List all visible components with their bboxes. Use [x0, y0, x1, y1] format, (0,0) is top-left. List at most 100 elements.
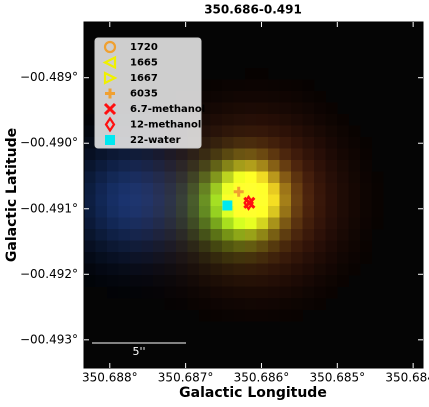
- image-pixel: [153, 183, 165, 195]
- image-pixel: [325, 240, 338, 253]
- image-pixel: [199, 183, 211, 195]
- plot-frame: [83, 21, 424, 369]
- image-pixel: [268, 137, 280, 149]
- image-pixel: [84, 171, 96, 184]
- image-pixel: [337, 194, 349, 207]
- image-pixel: [210, 263, 223, 276]
- image-pixel: [153, 148, 165, 161]
- image-pixel: [268, 229, 280, 241]
- image-pixel: [95, 194, 108, 207]
- image-pixel: [325, 160, 338, 172]
- image-pixel: [360, 229, 372, 241]
- image-pixel: [84, 125, 96, 138]
- image-pixel: [337, 263, 349, 276]
- image-pixel: [233, 79, 246, 92]
- image-pixel: [314, 125, 326, 138]
- image-pixel: [199, 102, 211, 115]
- image-pixel: [130, 252, 142, 264]
- image-pixel: [348, 194, 361, 207]
- image-pixel: [314, 137, 326, 149]
- image-pixel: [360, 160, 372, 172]
- legend: 1720 1665 1667 6035 6.7-methanol 12-methanol 2…: [94, 37, 205, 149]
- image-pixel: [302, 286, 315, 299]
- marker: [103, 71, 118, 85]
- image-pixel: [245, 263, 257, 276]
- image-pixel: [268, 160, 280, 172]
- image-pixel: [360, 206, 372, 218]
- image-pixel: [210, 206, 223, 218]
- x-tick-label: 350.688°: [82, 371, 138, 385]
- marker: [233, 186, 244, 197]
- image-pixel: [141, 217, 154, 230]
- image-pixel: [268, 263, 280, 276]
- image-pixel: [176, 206, 188, 218]
- image-pixel: [268, 79, 280, 92]
- image-pixel: [210, 252, 223, 264]
- image-pixel: [291, 91, 303, 103]
- image-pixel: [164, 229, 177, 241]
- image-pixel: [118, 183, 131, 195]
- image-pixel: [314, 114, 326, 126]
- chart-title: 350.686-0.491: [204, 3, 302, 17]
- marker: [222, 200, 233, 211]
- image-pixel: [291, 114, 303, 126]
- image-pixel: [337, 171, 349, 184]
- legend-label: 1667: [130, 73, 158, 84]
- image-pixel: [118, 240, 131, 253]
- image-pixel: [302, 160, 315, 172]
- image-pixel: [245, 298, 257, 310]
- image-pixel: [291, 286, 303, 299]
- marker: [104, 116, 116, 133]
- image-pixel: [348, 125, 361, 138]
- image-pixel: [337, 137, 349, 149]
- image-pixel: [210, 125, 223, 138]
- image-pixel: [118, 275, 131, 287]
- image-pixel: [233, 160, 246, 172]
- image-pixel: [302, 217, 315, 230]
- image-pixel: [279, 79, 292, 92]
- image-pixel: [314, 240, 326, 253]
- image-pixel: [130, 229, 142, 241]
- x-tick-label: 350.687°: [158, 371, 214, 385]
- image-pixel: [314, 102, 326, 115]
- image-pixel: [302, 206, 315, 218]
- image-pixel: [325, 114, 338, 126]
- image-pixel: [222, 229, 234, 241]
- image-pixel: [141, 206, 154, 218]
- image-pixel: [210, 137, 223, 149]
- image-pixel: [360, 148, 372, 161]
- image-pixel: [210, 183, 223, 195]
- image-pixel: [268, 298, 280, 310]
- image-pixel: [268, 275, 280, 287]
- image-pixel: [325, 217, 338, 230]
- image-pixel: [291, 252, 303, 264]
- x-axis-label: Galactic Longitude: [179, 385, 327, 401]
- image-pixel: [141, 229, 154, 241]
- image-pixel: [210, 298, 223, 310]
- image-pixel: [176, 171, 188, 184]
- image-pixel: [164, 206, 177, 218]
- image-pixel: [187, 275, 200, 287]
- image-pixel: [279, 263, 292, 276]
- image-pixel: [348, 229, 361, 241]
- image-pixel: [141, 194, 154, 207]
- image-pixel: [153, 194, 165, 207]
- image-pixel: [222, 79, 234, 92]
- image-pixel: [84, 148, 96, 161]
- image-pixel: [164, 298, 177, 310]
- image-pixel: [268, 217, 280, 230]
- image-pixel: [314, 194, 326, 207]
- image-pixel: [371, 171, 384, 184]
- image-pixel: [302, 194, 315, 207]
- image-pixel: [118, 263, 131, 276]
- image-pixel: [348, 171, 361, 184]
- image-pixel: [210, 286, 223, 299]
- marker: [103, 40, 117, 54]
- image-pixel: [302, 263, 315, 276]
- image-pixel: [302, 125, 315, 138]
- image-pixel: [130, 160, 142, 172]
- image-pixel: [233, 309, 246, 322]
- image-pixel: [199, 298, 211, 310]
- image-pixel: [337, 229, 349, 241]
- image-pixel: [164, 183, 177, 195]
